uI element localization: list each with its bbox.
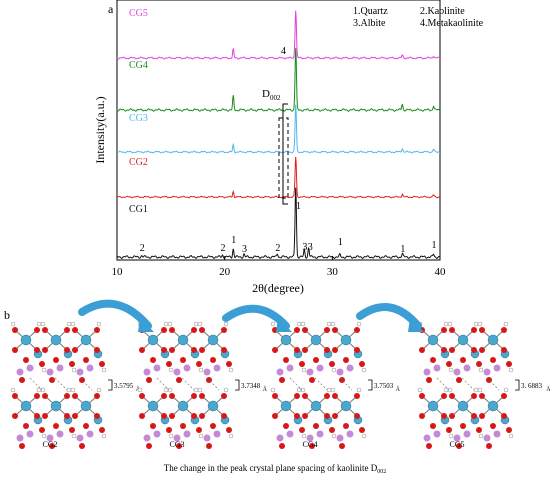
peak-marker: 2 (140, 243, 145, 254)
structure-cg4: 3.7503 Å CG4 (270, 321, 401, 449)
arrow-head (276, 318, 292, 332)
transition-arrow (356, 303, 422, 330)
spacing-unit: Å (546, 385, 550, 393)
interlayer-spacing: 3.7503 (374, 382, 394, 390)
interlayer-spacing: 3.5795 (114, 382, 134, 390)
legend-item-kaolinite: 2.Kaolinite (420, 6, 465, 17)
x-axis-label: 2θ(degree) (252, 281, 304, 295)
structure-label: CG3 (169, 440, 184, 449)
y-axis-label: Intensity(a.u.) (93, 96, 107, 163)
arrow-head (138, 318, 154, 332)
peak-marker: 1 (231, 235, 236, 246)
series-line-cg3 (116, 104, 441, 154)
x-tick-label-10: 10 (112, 266, 124, 278)
structure-label: CG5 (449, 440, 464, 449)
structure-cg2: 3.5795ÅCG2 (10, 321, 141, 449)
spacing-unit: Å (396, 385, 401, 393)
series-line-cg4 (116, 48, 441, 112)
x-tick-label-20: 20 (219, 266, 231, 278)
panel-b-label: b (4, 308, 10, 322)
structure-cg3: 3.7348 Å CG3 (137, 321, 268, 449)
legend: 1.Quartz 2.Kaolinite 3.Albite 4.Metakaol… (353, 6, 484, 29)
peak-marker: 1 (432, 240, 437, 251)
series-label-cg2: CG2 (129, 157, 148, 168)
arrow-head (408, 318, 424, 332)
transition-arrows (78, 299, 424, 332)
series-label-cg1: CG1 (129, 204, 148, 215)
series-label-cg5: CG5 (129, 8, 148, 19)
caption: The change in the peak crystal plane spa… (164, 463, 386, 475)
peak-marker: 2 (275, 243, 280, 254)
spacing-unit: Å (263, 385, 268, 393)
legend-item-quartz: 1.Quartz (353, 6, 388, 17)
cg1-peak-markers: 2 213 2 3 3 11 1 (140, 235, 437, 255)
structure-label: CG2 (42, 440, 57, 449)
interlayer-spacing: 3.7348 (241, 382, 261, 390)
quartz-main-marker: 1 (296, 201, 301, 212)
x-ticks: 10 20 30 40 (112, 256, 447, 278)
peak-marker: 3 (242, 244, 247, 255)
d002-label: D002 (262, 88, 281, 102)
x-tick-label-30: 30 (327, 266, 339, 278)
peak-marker: 2 (221, 243, 226, 254)
peak-marker: 1 (400, 244, 405, 255)
peak-marker: 3 (302, 242, 307, 253)
interlayer-spacing: 3. 6883 (521, 382, 543, 390)
d002-bracket: D002 (262, 88, 289, 205)
legend-item-metakaolinite: 4.Metakaolinite (420, 18, 484, 29)
transition-arrow (78, 299, 152, 330)
panel-a-label: a (108, 2, 114, 16)
series-label-cg3: CG3 (129, 113, 148, 124)
structure-cg5: 3. 6883 Å CG5 (417, 321, 550, 449)
transition-arrow (222, 304, 290, 330)
structure-label: CG4 (302, 440, 317, 449)
series-line-cg5 (116, 10, 441, 60)
legend-item-albite: 3.Albite (353, 18, 386, 29)
peak-marker: 3 (308, 242, 313, 253)
x-tick-label-40: 40 (435, 266, 447, 278)
series-line-cg2 (116, 156, 441, 199)
metakaolinite-marker: 4 (281, 46, 286, 57)
series-label-cg4: CG4 (129, 60, 148, 71)
peak-marker: 1 (338, 237, 343, 248)
series-line-cg1 (116, 187, 441, 259)
plot-frame (116, 0, 441, 261)
